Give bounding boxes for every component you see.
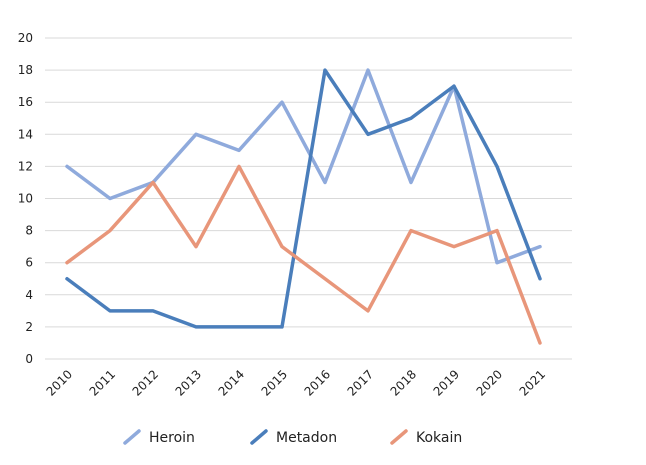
x-tick-label: 2012 <box>130 367 161 398</box>
y-tick-label: 16 <box>18 95 33 109</box>
x-tick-label: 2013 <box>173 367 204 398</box>
y-tick-label: 6 <box>25 256 33 270</box>
legend-label-heroin: Heroin <box>149 430 195 446</box>
x-tick-label: 2015 <box>259 367 290 398</box>
legend: Heroin Metadon Kokain <box>123 429 462 446</box>
y-tick-label: 8 <box>25 224 33 238</box>
y-tick-label: 2 <box>25 320 33 334</box>
legend-swatch-kokain <box>390 429 408 445</box>
series-line-kokain <box>65 164 542 345</box>
y-tick-label: 14 <box>18 127 33 141</box>
x-tick-label: 2017 <box>345 367 376 398</box>
series-line-heroin <box>65 68 542 265</box>
x-tick-label: 2020 <box>474 367 505 398</box>
y-axis-tick-labels: 0 2 4 6 8 10 12 14 16 18 20 <box>18 31 33 366</box>
y-tick-label: 10 <box>18 192 33 206</box>
series-lines <box>65 68 542 345</box>
x-tick-label: 2016 <box>302 367 333 398</box>
legend-swatch-metadon <box>250 429 268 445</box>
y-tick-label: 20 <box>18 31 33 45</box>
grid-lines <box>45 37 572 360</box>
x-tick-label: 2021 <box>517 367 548 398</box>
legend-label-metadon: Metadon <box>276 430 337 446</box>
y-tick-label: 0 <box>25 352 33 366</box>
x-tick-label: 2018 <box>388 367 419 398</box>
legend-swatch-heroin <box>123 429 141 445</box>
legend-label-kokain: Kokain <box>416 430 462 446</box>
series-line-metadon <box>65 68 542 329</box>
x-tick-label: 2014 <box>216 367 247 398</box>
x-tick-label: 2011 <box>87 367 118 398</box>
x-tick-label: 2010 <box>44 367 75 398</box>
y-tick-label: 12 <box>18 159 33 173</box>
x-tick-label: 2019 <box>431 367 462 398</box>
y-tick-label: 18 <box>18 63 33 77</box>
y-tick-label: 4 <box>25 288 33 302</box>
x-axis-tick-labels: 2010 2011 2012 2013 2014 2015 2016 2017 2018 2019… <box>44 367 548 398</box>
